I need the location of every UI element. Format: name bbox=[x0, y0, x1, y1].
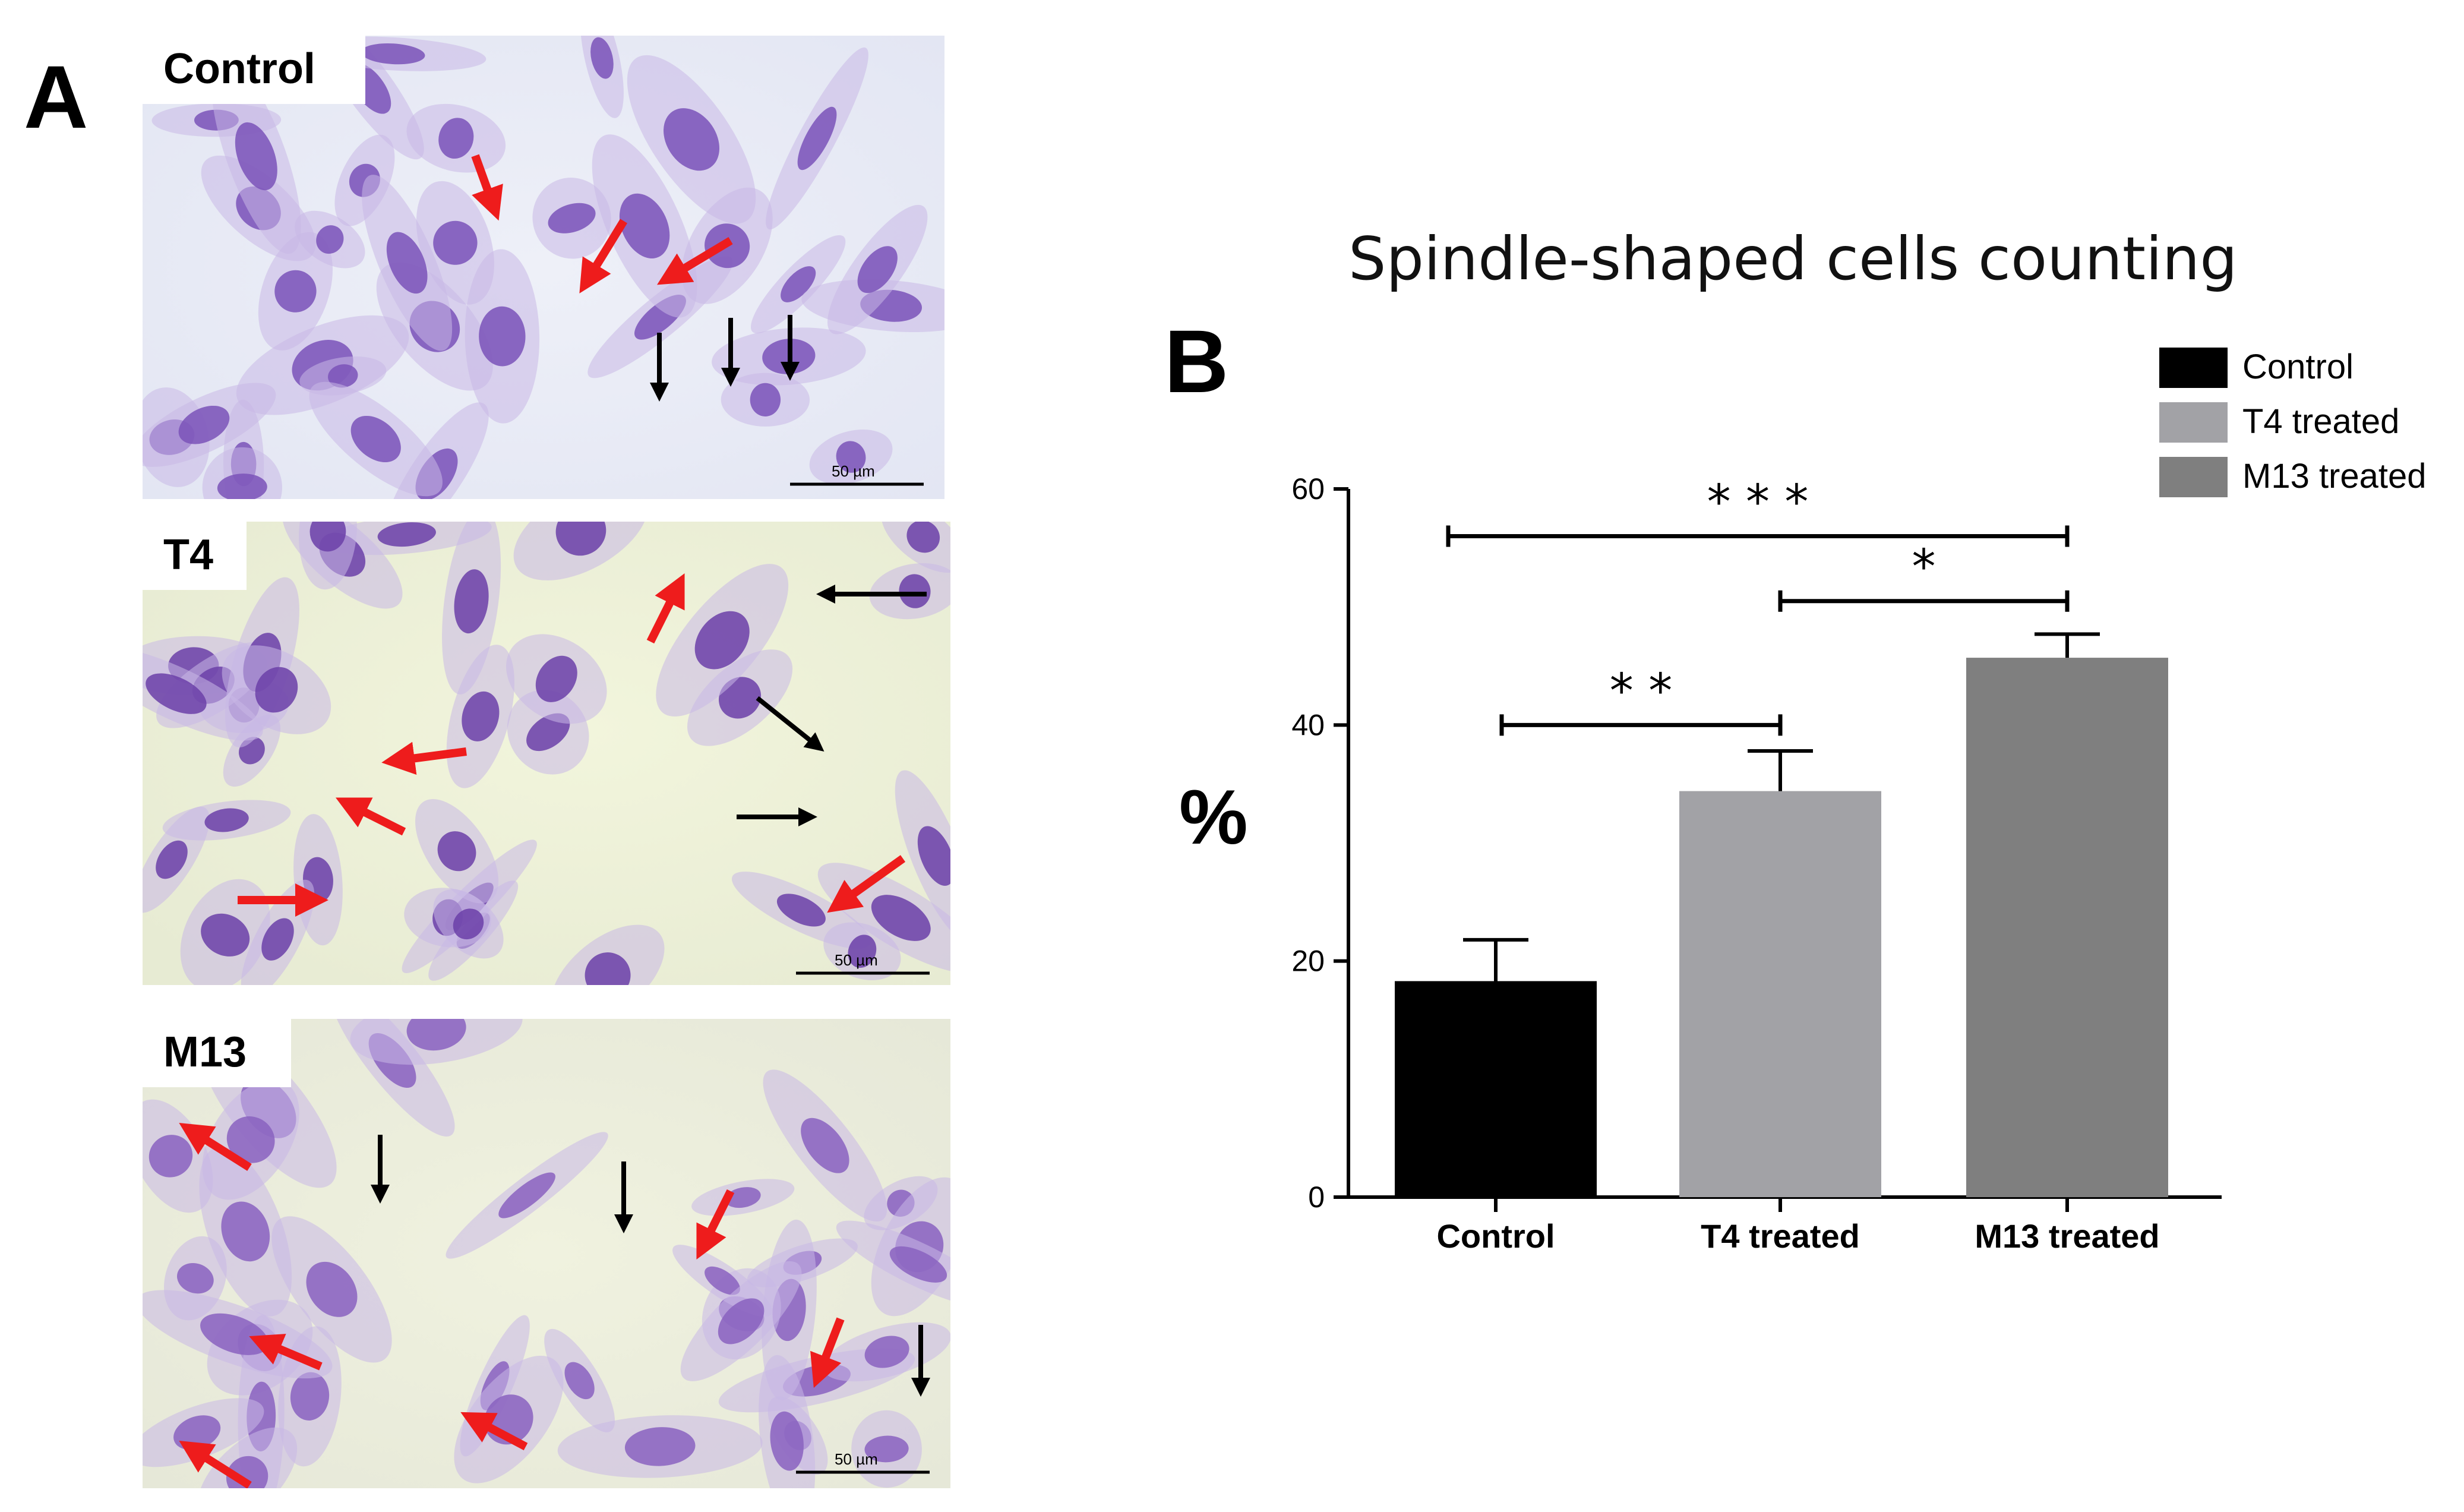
scale-bar-label-control: 50 µm bbox=[832, 462, 875, 480]
y-tick-label: 40 bbox=[1291, 708, 1325, 741]
micrograph-control: Control 50 µm bbox=[143, 36, 944, 499]
y-tick-label: 0 bbox=[1308, 1180, 1325, 1214]
bar-chart: Spindle-shaped cells counting % 0 20 40 60 C… bbox=[1179, 224, 2427, 1255]
significance-label: * * * bbox=[1707, 474, 1809, 529]
significance-bracket bbox=[1446, 525, 2070, 547]
legend-swatch bbox=[2159, 348, 2228, 388]
micrograph-label-control: Control bbox=[163, 45, 315, 93]
x-tick-label: M13 treated bbox=[1975, 1217, 2159, 1255]
legend-entry: Control bbox=[2242, 348, 2354, 386]
y-tick-label: 60 bbox=[1291, 472, 1325, 506]
legend-swatch bbox=[2159, 457, 2228, 497]
significance-label: * * bbox=[1610, 663, 1672, 718]
error-bar bbox=[2035, 632, 2100, 658]
micrograph-label-t4: T4 bbox=[163, 531, 213, 579]
micrograph-m13: M13 50 µm bbox=[143, 1019, 950, 1488]
legend-swatch bbox=[2159, 402, 2228, 443]
x-tick-label: T4 treated bbox=[1701, 1217, 1860, 1255]
significance-bracket bbox=[1499, 714, 1783, 736]
scale-bar-label-m13: 50 µm bbox=[835, 1450, 878, 1468]
legend-entry: T4 treated bbox=[2242, 402, 2399, 441]
x-tick-label: Control bbox=[1436, 1217, 1555, 1255]
panel-b-letter: B bbox=[1164, 311, 1228, 411]
bar-m13-treated bbox=[1966, 658, 2168, 1197]
y-axis-label: % bbox=[1179, 774, 1248, 860]
legend: Control T4 treated M13 treated bbox=[2159, 348, 2427, 497]
scale-bar-label-t4: 50 µm bbox=[835, 951, 878, 969]
micrograph-label-m13: M13 bbox=[163, 1028, 247, 1076]
significance-bracket bbox=[1778, 590, 2070, 612]
y-tick-label: 20 bbox=[1291, 945, 1325, 978]
error-bar bbox=[1748, 749, 1813, 791]
panel-a-letter: A bbox=[24, 47, 88, 147]
significance-label: * bbox=[1912, 539, 1936, 595]
chart-title: Spindle-shaped cells counting bbox=[1348, 224, 2238, 293]
error-bar bbox=[1463, 937, 1528, 981]
bar-t4-treated bbox=[1679, 791, 1881, 1197]
bar-control bbox=[1395, 981, 1597, 1197]
legend-entry: M13 treated bbox=[2242, 457, 2427, 495]
micrograph-t4: T4 50 µm bbox=[143, 522, 950, 985]
